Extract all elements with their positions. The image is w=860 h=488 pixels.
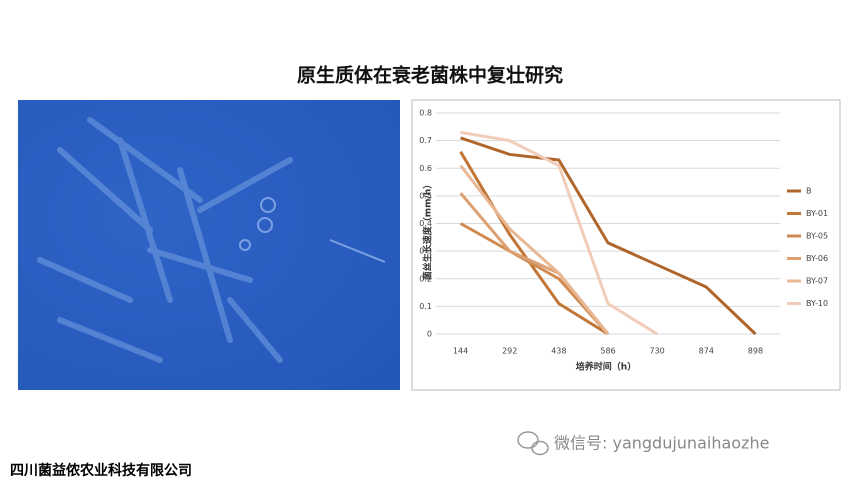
series-line [459,164,610,335]
x-tick-label: 438 [551,347,566,356]
slide-title: 原生质体在衰老菌株中复壮研究 [297,64,563,87]
y-tick-label: 0.6 [419,164,432,173]
x-axis-label: 培养时间（h） [576,361,636,373]
y-tick-label: 0 [427,330,432,339]
y-tick-label: 0.5 [419,191,432,200]
y-tick-label: 0.7 [419,136,432,145]
series-line [459,150,609,336]
legend-label: BY-07 [806,277,828,286]
chart-panel [411,99,841,391]
x-tick-label: 730 [650,347,665,356]
series-line [460,136,757,336]
wechat-icon [517,431,549,456]
legend-label: B [806,187,812,196]
legend-label: BY-05 [806,232,828,241]
x-tick-label: 144 [453,347,468,356]
y-tick-label: 0.2 [419,274,432,283]
legend-label: BY-01 [806,209,828,218]
x-tick-label: 292 [502,347,517,356]
legend-label: BY-10 [806,299,828,308]
x-tick-label: 898 [748,347,763,356]
y-tick-label: 0.4 [419,219,432,228]
y-tick-label: 0.8 [419,109,432,118]
x-tick-label: 586 [600,347,615,356]
y-tick-label: 0.1 [419,302,432,311]
watermark: 微信号: yangdujunaihaozhe [554,434,769,453]
x-tick-label: 874 [699,347,714,356]
series-line [460,130,658,336]
y-axis-label: 菌丝生长速度（mm/h） [422,180,434,280]
microscope-image [18,100,400,390]
company-name: 四川菌益侬农业科技有限公司 [10,462,192,479]
y-tick-label: 0.3 [419,247,432,256]
series-line [459,222,610,335]
legend-label: BY-06 [806,254,828,263]
chart: 菌丝生长速度（mm/h） 培养时间（h） 0 0.1 0.2 0.3 0.4 0.5 0.6… [419,109,828,373]
